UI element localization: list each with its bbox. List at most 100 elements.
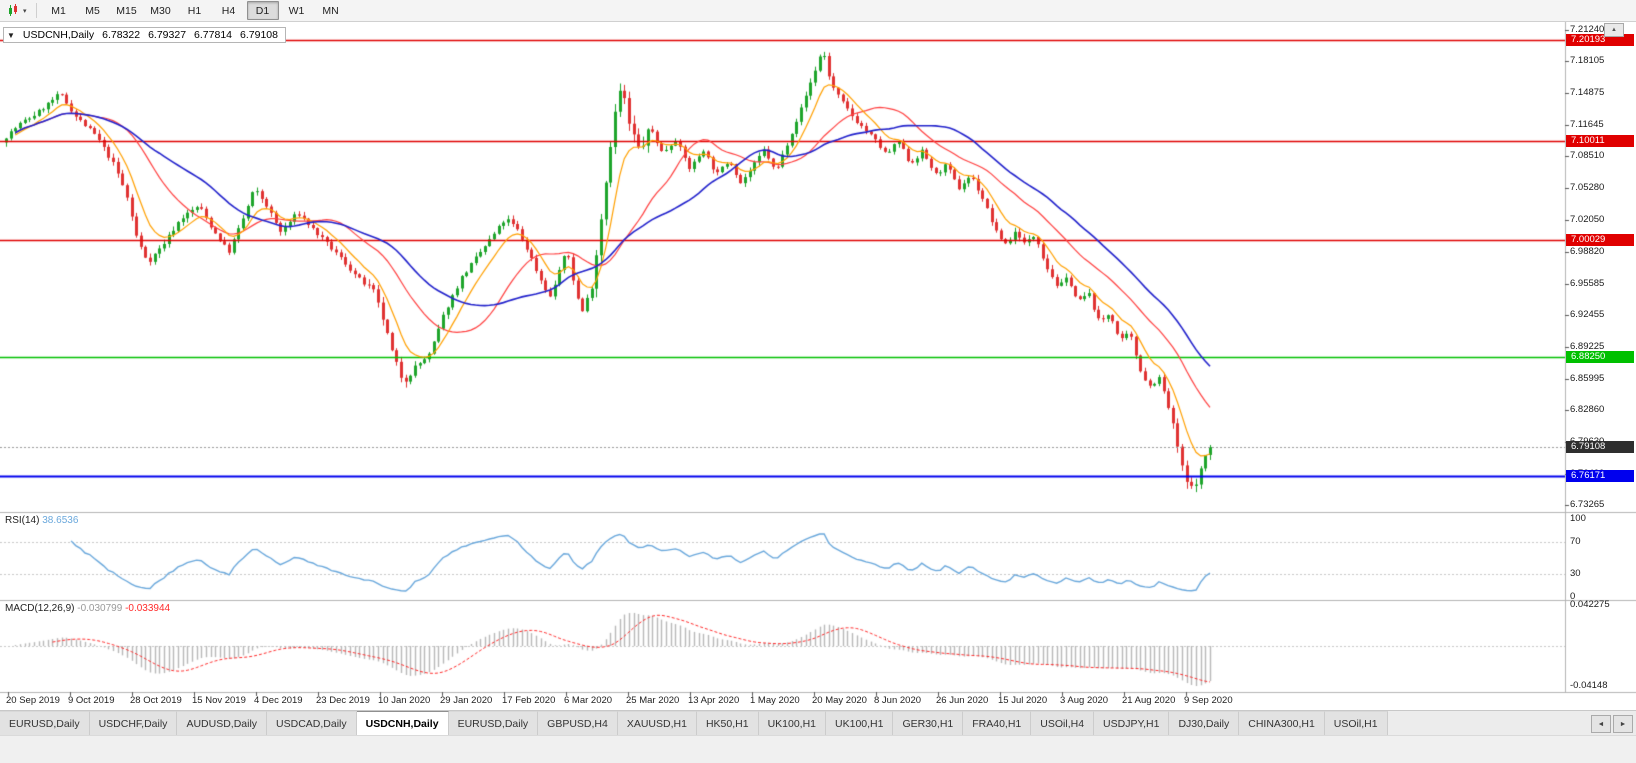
price-axis-label: 6.73265 xyxy=(1570,499,1605,510)
chart-tab-usdcnh-daily[interactable]: USDCNH,Daily xyxy=(356,711,449,735)
price-axis-label: 7.05280 xyxy=(1570,182,1605,194)
macd-pane-label: MACD(12,26,9) -0.030799 -0.033944 xyxy=(5,603,170,614)
ohlc-low: 6.77814 xyxy=(194,29,233,41)
chart-tab-ger30-h1[interactable]: GER30,H1 xyxy=(893,711,964,735)
timeframe-button-m15[interactable]: M15 xyxy=(116,4,137,17)
timeframe-button-h1[interactable]: H1 xyxy=(187,4,202,17)
time-axis-label: 15 Nov 2019 xyxy=(192,695,246,706)
time-axis-label: 8 Jun 2020 xyxy=(874,695,922,706)
chart-tab-usdcad-daily[interactable]: USDCAD,Daily xyxy=(267,711,357,735)
toolbar-separator xyxy=(35,3,37,18)
rsi-axis-label: 100 xyxy=(1570,513,1586,524)
chart-tab-uk100-h1[interactable]: UK100,H1 xyxy=(758,711,827,735)
time-axis-label: 9 Oct 2019 xyxy=(68,695,115,706)
chart-tabs-bar: EURUSD,Daily USDCHF,Daily AUDUSD,Daily USDC… xyxy=(0,710,1636,735)
status-bar xyxy=(0,735,1636,763)
price-axis-label: 6.92455 xyxy=(1570,309,1605,320)
ohlc-high: 6.79327 xyxy=(148,29,187,41)
rsi-axis-label: 30 xyxy=(1570,567,1581,579)
time-axis-label: 15 Jul 2020 xyxy=(998,695,1048,706)
time-axis-label: 10 Jan 2020 xyxy=(378,695,431,706)
rsi-axis-label: 70 xyxy=(1570,536,1581,548)
chart-tabs: EURUSD,Daily USDCHF,Daily AUDUSD,Daily USDC… xyxy=(0,711,1388,735)
chart-header: ▼ USDCNH,Daily 6.78322 6.79327 6.77814 6… xyxy=(3,27,286,43)
chart-canvas[interactable] xyxy=(0,22,1636,710)
timeframe-button-m5[interactable]: M5 xyxy=(85,4,100,17)
macd-axis-bottom-label: -0.04148 xyxy=(1570,680,1608,691)
tab-scroll-left-button[interactable]: ◄ xyxy=(1591,715,1611,733)
time-axis-label: 20 Sep 2019 xyxy=(6,695,60,706)
rsi-value: 38.6536 xyxy=(42,515,79,526)
price-axis-label: 7.14875 xyxy=(1570,87,1605,99)
macd-signal-value: -0.033944 xyxy=(125,603,171,614)
time-axis-label: 13 Apr 2020 xyxy=(688,695,740,706)
symbol-label: USDCNH,Daily xyxy=(22,29,95,41)
current-price-box: 6.79108 xyxy=(1566,441,1634,454)
price-level-box-6-88250: 6.88250 xyxy=(1566,350,1634,363)
timeframe-button-m30[interactable]: M30 xyxy=(150,4,171,17)
rsi-pane-label: RSI(14) 38.6536 xyxy=(5,515,78,526)
price-axis-label: 6.85995 xyxy=(1570,372,1605,384)
chart-tab-usdjpy-h1[interactable]: USDJPY,H1 xyxy=(1094,711,1170,735)
chart-tab-audusd-daily[interactable]: AUDUSD,Daily xyxy=(177,711,268,735)
chart-region: ▼ USDCNH,Daily 6.78322 6.79327 6.77814 6… xyxy=(0,22,1636,710)
chart-tab-gbpusd-h4[interactable]: GBPUSD,H4 xyxy=(538,711,618,735)
rsi-axis-label: 0 xyxy=(1570,591,1576,602)
chart-tab-dj30-daily[interactable]: DJ30,Daily xyxy=(1169,711,1240,735)
chart-tab-usoil-h4[interactable]: USOil,H4 xyxy=(1031,711,1095,735)
price-axis-label: 7.11645 xyxy=(1570,119,1604,130)
chart-tab-usdchf-daily[interactable]: USDCHF,Daily xyxy=(89,711,178,735)
time-axis-label: 21 Aug 2020 xyxy=(1122,695,1176,706)
chart-tab-usoil-h1[interactable]: USOil,H1 xyxy=(1324,711,1388,735)
price-axis-label: 6.95585 xyxy=(1570,278,1605,289)
chart-tab-fra40-h1[interactable]: FRA40,H1 xyxy=(963,711,1032,735)
time-axis-label: 9 Sep 2020 xyxy=(1184,695,1233,706)
timeframe-buttons: M1 M5 M15 M30 H1 H4 D1 W1 MN xyxy=(42,1,348,20)
price-axis-label: 7.02050 xyxy=(1570,214,1605,225)
chart-tab-eurusd-daily[interactable]: EURUSD,Daily xyxy=(448,711,539,735)
timeframe-button-m1[interactable]: M1 xyxy=(51,4,66,17)
timeframe-button-h4[interactable]: H4 xyxy=(221,4,236,17)
time-axis-label: 26 Jun 2020 xyxy=(936,695,989,706)
chart-periods-icon[interactable]: ▾ xyxy=(4,2,31,19)
macd-value: -0.030799 xyxy=(77,603,123,614)
time-axis-label: 28 Oct 2019 xyxy=(130,695,182,706)
price-axis-label: 7.08510 xyxy=(1570,150,1605,162)
candlestick-chart-icon xyxy=(9,4,17,16)
time-axis-label: 6 Mar 2020 xyxy=(564,695,613,706)
time-axis-label: 4 Dec 2019 xyxy=(254,695,303,706)
ohlc-open: 6.78322 xyxy=(102,29,141,41)
price-axis-label: 6.82860 xyxy=(1570,404,1605,415)
tab-scroll-right-button[interactable]: ► xyxy=(1613,715,1633,733)
rsi-name: RSI(14) xyxy=(5,515,40,526)
time-axis-label: 17 Feb 2020 xyxy=(502,695,556,706)
chart-tab-hk50-h1[interactable]: HK50,H1 xyxy=(696,711,759,735)
macd-axis-top-label: 0.042275 xyxy=(1570,599,1610,610)
scroll-up-button[interactable]: ▲ xyxy=(1604,23,1624,37)
chart-tab-china300-h1[interactable]: CHINA300,H1 xyxy=(1239,711,1325,735)
price-level-box-6-76171: 6.76171 xyxy=(1566,470,1634,483)
price-axis-label: 7.18105 xyxy=(1570,55,1605,67)
timeframe-button-mn[interactable]: MN xyxy=(322,4,339,17)
time-axis-label: 20 May 2020 xyxy=(812,695,867,706)
price-axis-label: 6.89225 xyxy=(1570,340,1605,352)
chart-tab-eurusd-daily[interactable]: EURUSD,Daily xyxy=(0,711,90,735)
timeframe-button-d1[interactable]: D1 xyxy=(246,1,279,20)
price-level-box-7-20193: 7.20193 xyxy=(1566,34,1634,47)
chart-tab-uk100-h1[interactable]: UK100,H1 xyxy=(826,711,894,735)
time-axis-label: 3 Aug 2020 xyxy=(1060,695,1109,706)
time-axis-label: 25 Mar 2020 xyxy=(626,695,680,706)
price-axis-label: 6.98820 xyxy=(1570,245,1605,257)
macd-name: MACD(12,26,9) xyxy=(5,603,75,614)
price-level-box-7-10011: 7.10011 xyxy=(1566,135,1634,148)
chart-tab-xauusd-h1[interactable]: XAUUSD,H1 xyxy=(617,711,697,735)
ohlc-close: 6.79108 xyxy=(240,29,278,41)
price-level-box-7-00029: 7.00029 xyxy=(1566,234,1634,246)
time-axis-label: 29 Jan 2020 xyxy=(440,695,493,706)
tab-scroll-arrows: ◄ ► xyxy=(1591,715,1633,733)
symbol-dropdown-icon[interactable]: ▼ xyxy=(7,30,15,40)
time-axis-label: 23 Dec 2019 xyxy=(316,695,370,706)
timeframe-toolbar: ▾ M1 M5 M15 M30 H1 H4 D1 W1 MN xyxy=(0,0,1636,22)
timeframe-button-w1[interactable]: W1 xyxy=(288,4,305,17)
